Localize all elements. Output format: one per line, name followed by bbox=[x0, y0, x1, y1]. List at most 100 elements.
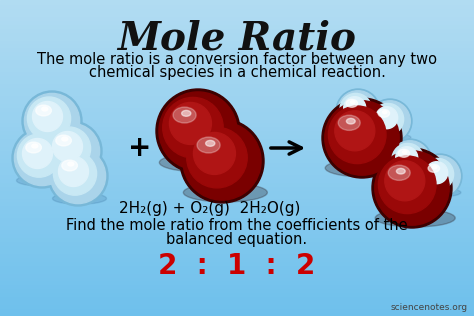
Circle shape bbox=[12, 128, 72, 188]
Bar bbox=[0, 205, 474, 209]
Ellipse shape bbox=[375, 209, 455, 227]
Circle shape bbox=[378, 156, 436, 214]
Circle shape bbox=[24, 94, 80, 149]
Circle shape bbox=[328, 106, 386, 164]
Circle shape bbox=[420, 156, 460, 196]
Text: 2H₂(g) + O₂(g)  2H₂O(g): 2H₂(g) + O₂(g) 2H₂O(g) bbox=[119, 201, 301, 216]
Ellipse shape bbox=[27, 138, 81, 149]
Text: Mole Ratio: Mole Ratio bbox=[118, 20, 356, 58]
Bar bbox=[0, 150, 474, 154]
Ellipse shape bbox=[62, 137, 68, 141]
Ellipse shape bbox=[421, 188, 461, 197]
Bar bbox=[0, 162, 474, 166]
Bar bbox=[0, 111, 474, 115]
Ellipse shape bbox=[36, 105, 51, 116]
Bar bbox=[0, 284, 474, 288]
Ellipse shape bbox=[68, 162, 74, 166]
Circle shape bbox=[22, 138, 53, 168]
Circle shape bbox=[14, 131, 70, 185]
Circle shape bbox=[388, 139, 432, 183]
Bar bbox=[0, 75, 474, 79]
Bar bbox=[0, 174, 474, 178]
Circle shape bbox=[322, 98, 402, 178]
Bar bbox=[0, 79, 474, 83]
Ellipse shape bbox=[346, 99, 357, 107]
Circle shape bbox=[48, 146, 108, 206]
Ellipse shape bbox=[26, 142, 41, 153]
Circle shape bbox=[426, 162, 448, 184]
Bar bbox=[0, 225, 474, 229]
Bar bbox=[0, 55, 474, 59]
Bar bbox=[0, 131, 474, 134]
Circle shape bbox=[370, 101, 410, 141]
Ellipse shape bbox=[159, 153, 243, 172]
Circle shape bbox=[187, 127, 247, 188]
Bar bbox=[0, 241, 474, 245]
Ellipse shape bbox=[182, 110, 191, 116]
Bar bbox=[0, 190, 474, 193]
Bar bbox=[0, 272, 474, 276]
Text: 2  :  1  :  2: 2 : 1 : 2 bbox=[158, 252, 316, 280]
Bar bbox=[0, 0, 474, 4]
Bar bbox=[0, 166, 474, 170]
Bar bbox=[0, 292, 474, 296]
Circle shape bbox=[336, 89, 380, 133]
Circle shape bbox=[392, 143, 424, 175]
Bar bbox=[0, 146, 474, 150]
Ellipse shape bbox=[392, 173, 431, 182]
Circle shape bbox=[372, 148, 452, 228]
Bar bbox=[0, 296, 474, 300]
Bar bbox=[0, 237, 474, 241]
Bar bbox=[0, 67, 474, 71]
Bar bbox=[0, 71, 474, 75]
Bar bbox=[0, 40, 474, 43]
Ellipse shape bbox=[206, 140, 215, 146]
Ellipse shape bbox=[56, 135, 72, 146]
Circle shape bbox=[344, 97, 366, 119]
Bar bbox=[0, 281, 474, 284]
Circle shape bbox=[18, 134, 61, 177]
Bar bbox=[0, 32, 474, 36]
Bar bbox=[0, 118, 474, 122]
Circle shape bbox=[422, 158, 454, 190]
Bar bbox=[0, 158, 474, 162]
Text: The mole ratio is a conversion factor between any two: The mole ratio is a conversion factor be… bbox=[37, 52, 437, 67]
Circle shape bbox=[396, 147, 418, 169]
Bar bbox=[0, 8, 474, 12]
Bar bbox=[0, 47, 474, 51]
Circle shape bbox=[27, 97, 71, 140]
Ellipse shape bbox=[197, 137, 220, 153]
Bar bbox=[0, 186, 474, 190]
Ellipse shape bbox=[378, 109, 390, 117]
Circle shape bbox=[33, 101, 63, 131]
Bar bbox=[0, 261, 474, 265]
Bar bbox=[0, 12, 474, 16]
Circle shape bbox=[156, 89, 240, 173]
Ellipse shape bbox=[432, 166, 437, 169]
Ellipse shape bbox=[428, 164, 439, 172]
Ellipse shape bbox=[350, 101, 355, 104]
Bar bbox=[0, 142, 474, 146]
Bar bbox=[0, 312, 474, 316]
Circle shape bbox=[418, 154, 462, 198]
Bar bbox=[0, 115, 474, 118]
Bar bbox=[0, 83, 474, 87]
Text: sciencenotes.org: sciencenotes.org bbox=[391, 303, 468, 312]
Text: +: + bbox=[128, 134, 152, 162]
Bar bbox=[0, 233, 474, 237]
Bar bbox=[0, 95, 474, 99]
Ellipse shape bbox=[371, 133, 411, 142]
Bar bbox=[0, 87, 474, 91]
Circle shape bbox=[42, 121, 102, 181]
Ellipse shape bbox=[173, 107, 196, 123]
Bar bbox=[0, 269, 474, 272]
Bar bbox=[0, 193, 474, 198]
Circle shape bbox=[22, 91, 82, 151]
Circle shape bbox=[390, 141, 430, 181]
Circle shape bbox=[159, 92, 237, 170]
Bar bbox=[0, 63, 474, 67]
Circle shape bbox=[53, 131, 82, 161]
Circle shape bbox=[193, 132, 236, 174]
Circle shape bbox=[372, 103, 404, 135]
Circle shape bbox=[338, 91, 378, 131]
